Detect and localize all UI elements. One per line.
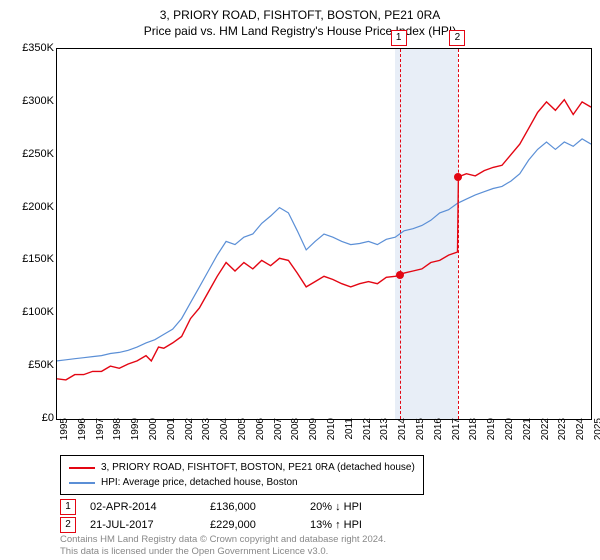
x-tick-label: 2018 xyxy=(468,418,479,448)
sales-table: 1 02-APR-2014£136,00020% ↓ HPI 2 21-JUL-201… xyxy=(60,498,390,534)
sale-row-marker: 2 xyxy=(60,517,76,533)
sale-price: £229,000 xyxy=(210,519,310,531)
x-tick-label: 2019 xyxy=(486,418,497,448)
y-tick-label: £200K xyxy=(4,201,54,213)
series-hpi xyxy=(57,139,591,361)
legend-swatch xyxy=(69,482,95,484)
x-tick-label: 2024 xyxy=(575,418,586,448)
legend-swatch xyxy=(69,467,95,469)
x-tick-label: 2016 xyxy=(433,418,444,448)
x-tick-label: 2021 xyxy=(522,418,533,448)
y-tick-label: £50K xyxy=(4,359,54,371)
sale-price: £136,000 xyxy=(210,501,310,513)
footer-line1: Contains HM Land Registry data © Crown c… xyxy=(60,534,386,545)
x-tick-label: 2020 xyxy=(504,418,515,448)
x-tick-label: 2009 xyxy=(308,418,319,448)
y-tick-label: £0 xyxy=(4,412,54,424)
x-tick-label: 2023 xyxy=(557,418,568,448)
sale-delta: 20% ↓ HPI xyxy=(310,501,390,513)
x-tick-label: 2003 xyxy=(201,418,212,448)
sale-delta: 13% ↑ HPI xyxy=(310,519,390,531)
x-tick-label: 2014 xyxy=(397,418,408,448)
y-tick-label: £150K xyxy=(4,253,54,265)
y-tick-label: £100K xyxy=(4,306,54,318)
y-tick-label: £300K xyxy=(4,95,54,107)
legend-label: HPI: Average price, detached house, Bost… xyxy=(101,475,298,490)
chart-plot-area xyxy=(56,48,592,420)
x-tick-label: 2010 xyxy=(326,418,337,448)
x-tick-label: 2017 xyxy=(451,418,462,448)
sale-marker-top: 2 xyxy=(449,30,465,46)
x-tick-label: 2002 xyxy=(184,418,195,448)
legend-item: HPI: Average price, detached house, Bost… xyxy=(69,475,415,490)
x-tick-label: 2011 xyxy=(344,418,355,448)
x-tick-label: 1996 xyxy=(77,418,88,448)
legend: 3, PRIORY ROAD, FISHTOFT, BOSTON, PE21 0… xyxy=(60,455,424,495)
footer-line2: This data is licensed under the Open Gov… xyxy=(60,546,386,557)
sale-row: 1 02-APR-2014£136,00020% ↓ HPI xyxy=(60,498,390,516)
x-tick-label: 1999 xyxy=(130,418,141,448)
sale-marker-top: 1 xyxy=(391,30,407,46)
sale-date: 21-JUL-2017 xyxy=(90,519,210,531)
chart-lines xyxy=(57,49,591,419)
x-tick-label: 2005 xyxy=(237,418,248,448)
x-tick-label: 2008 xyxy=(290,418,301,448)
y-tick-label: £250K xyxy=(4,148,54,160)
sale-row: 2 21-JUL-2017£229,00013% ↑ HPI xyxy=(60,516,390,534)
title-line1: 3, PRIORY ROAD, FISHTOFT, BOSTON, PE21 0… xyxy=(0,8,600,24)
x-tick-label: 2006 xyxy=(255,418,266,448)
sale-row-marker: 1 xyxy=(60,499,76,515)
x-tick-label: 2004 xyxy=(219,418,230,448)
series-property xyxy=(57,100,591,380)
x-tick-label: 2007 xyxy=(273,418,284,448)
y-tick-label: £350K xyxy=(4,42,54,54)
x-tick-label: 2015 xyxy=(415,418,426,448)
footer-attribution: Contains HM Land Registry data © Crown c… xyxy=(60,534,386,557)
x-tick-label: 1998 xyxy=(112,418,123,448)
x-tick-label: 1997 xyxy=(95,418,106,448)
sale-point xyxy=(396,271,404,279)
x-tick-label: 2012 xyxy=(362,418,373,448)
x-tick-label: 2001 xyxy=(166,418,177,448)
sale-point xyxy=(454,173,462,181)
chart-title: 3, PRIORY ROAD, FISHTOFT, BOSTON, PE21 0… xyxy=(0,0,600,39)
x-tick-label: 2013 xyxy=(379,418,390,448)
sale-date: 02-APR-2014 xyxy=(90,501,210,513)
x-tick-label: 2022 xyxy=(540,418,551,448)
x-tick-label: 2000 xyxy=(148,418,159,448)
title-line2: Price paid vs. HM Land Registry's House … xyxy=(0,24,600,40)
legend-label: 3, PRIORY ROAD, FISHTOFT, BOSTON, PE21 0… xyxy=(101,460,415,475)
x-tick-label: 1995 xyxy=(59,418,70,448)
legend-item: 3, PRIORY ROAD, FISHTOFT, BOSTON, PE21 0… xyxy=(69,460,415,475)
x-tick-label: 2025 xyxy=(593,418,600,448)
